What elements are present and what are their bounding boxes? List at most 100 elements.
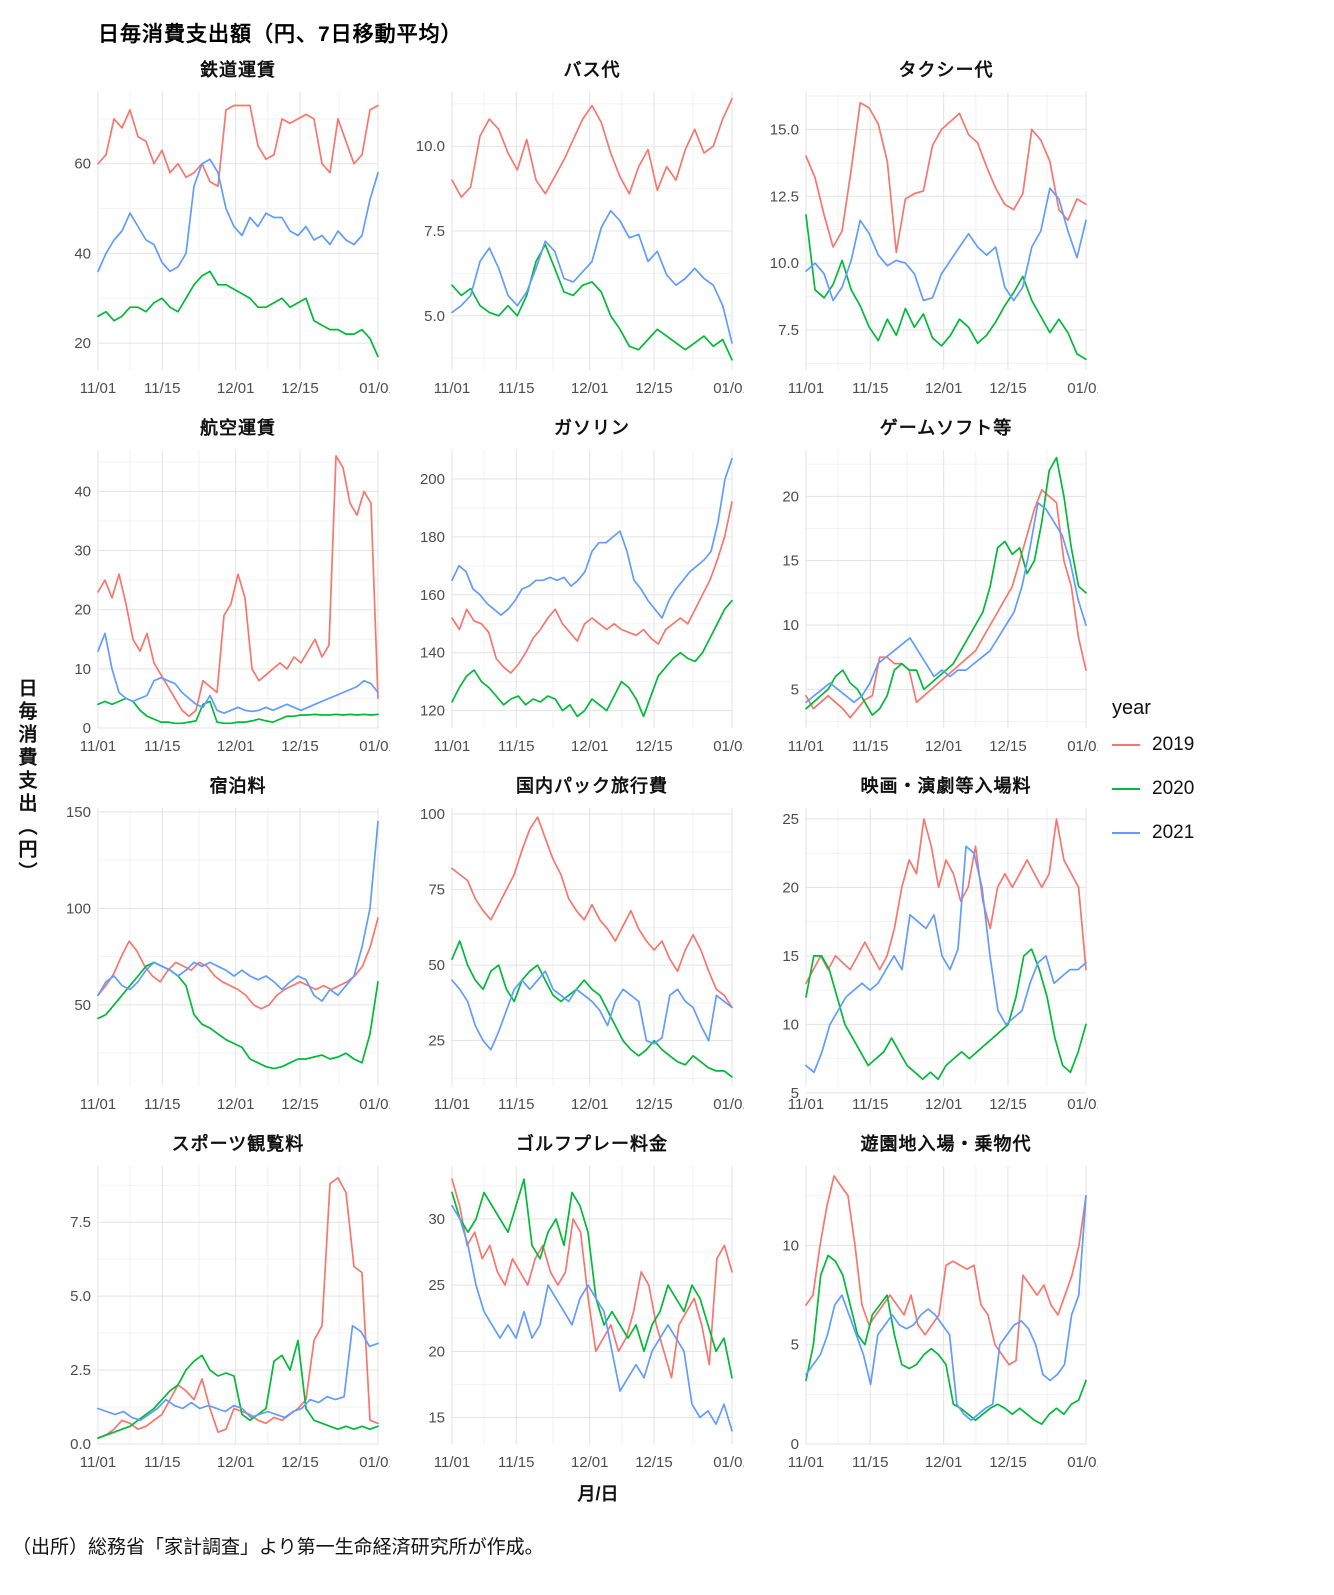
svg-text:5: 5 [791,1085,799,1102]
legend-title: year [1112,696,1151,719]
svg-text:20: 20 [782,879,799,896]
svg-text:01/01: 01/01 [359,738,390,755]
svg-text:15.0: 15.0 [770,121,799,138]
svg-text:11/15: 11/15 [144,1454,180,1471]
svg-text:200: 200 [420,471,445,488]
facet-title: ゴルフプレー料金 [516,1134,668,1154]
svg-text:20: 20 [428,1343,445,1360]
facet-title: 映画・演劇等入場料 [860,776,1032,796]
facet-title: 国内パック旅行費 [516,776,668,796]
svg-text:20: 20 [74,602,91,619]
svg-text:0.0: 0.0 [70,1436,91,1453]
svg-text:5.0: 5.0 [70,1288,91,1305]
svg-text:75: 75 [428,882,445,899]
facet-title: タクシー代 [898,60,994,80]
legend-line-swatch-2021 [1112,831,1140,834]
svg-text:100: 100 [66,900,91,917]
svg-text:2.5: 2.5 [70,1362,91,1379]
svg-text:11/15: 11/15 [498,738,534,755]
facet-plot-sports-spectating: 0.0 2.5 5.0 7.5 11/01 11/15 12/01 12/15 01/01 [70,1166,390,1471]
facet-title: 遊園地入場・乗物代 [860,1134,1032,1154]
svg-text:10: 10 [782,1237,799,1254]
facet-title: 鉄道運賃 [200,60,276,80]
facet-plot-movie-theater-admission: 5 10 15 20 25 11/01 11/15 12/01 12/15 01/01 [782,808,1098,1113]
svg-text:12/15: 12/15 [989,380,1027,397]
svg-text:30: 30 [428,1211,445,1228]
svg-text:12/01: 12/01 [571,1096,609,1113]
facet-gasoline: ガソリン 120 140 160 180 200 11/01 11/15 12/01 12/15… [398,414,744,760]
svg-text:10.0: 10.0 [416,138,445,155]
facet-plot-golf-play-fee: 15 20 25 30 11/01 11/15 12/01 12/15 01/01 [428,1166,744,1471]
svg-text:01/01: 01/01 [359,1454,390,1471]
svg-text:12/01: 12/01 [925,1096,963,1113]
svg-text:12/15: 12/15 [281,1454,319,1471]
facet-plot-gasoline: 120 140 160 180 200 11/01 11/15 12/01 12/15 01/01 [420,450,744,755]
svg-text:15: 15 [782,948,799,965]
facet-rail-fare: 鉄道運賃 20 40 60 11/01 11/15 12/01 12/15 01/01 [44,56,390,402]
legend-entry-2020: 2020 [1112,778,1266,800]
svg-text:01/01: 01/01 [359,380,390,397]
svg-text:01/01: 01/01 [713,1454,744,1471]
svg-text:40: 40 [74,483,91,500]
svg-text:12/01: 12/01 [925,738,963,755]
svg-text:11/01: 11/01 [434,380,470,397]
source-note: （出所）総務省「家計調査」より第一生命経済研究所が作成。 [12,1537,544,1558]
svg-text:0: 0 [791,1436,799,1453]
facet-title: ガソリン [554,418,630,438]
svg-text:01/01: 01/01 [713,1096,744,1113]
svg-text:40: 40 [74,245,91,262]
svg-text:10: 10 [782,1016,799,1033]
svg-text:150: 150 [66,804,91,821]
svg-text:11/01: 11/01 [788,1096,824,1113]
svg-text:12/01: 12/01 [217,380,255,397]
svg-text:01/01: 01/01 [1067,738,1098,755]
svg-text:140: 140 [420,645,445,662]
facet-area: 鉄道運賃 20 40 60 11/01 11/15 12/01 12/15 01/01 バス代… [44,56,1098,1506]
svg-text:7.5: 7.5 [424,223,445,240]
svg-text:25: 25 [428,1277,445,1294]
svg-text:25: 25 [782,811,799,828]
facet-lodging: 宿泊料 50 100 150 11/01 11/15 12/01 12/15 01/01 [44,772,390,1118]
chart-layout: 日毎消費支出（円） 鉄道運賃 20 40 60 11/01 11/15 12/01 12/1… [8,56,1324,1506]
svg-text:11/01: 11/01 [434,738,470,755]
svg-text:11/15: 11/15 [852,1096,888,1113]
facet-plot-rail-fare: 20 40 60 11/01 11/15 12/01 12/15 01/01 [74,92,390,397]
facet-game-software: ゲームソフト等 5 10 15 20 11/01 11/15 12/01 12/15 01/01 [752,414,1098,760]
svg-text:5: 5 [791,681,799,698]
svg-text:160: 160 [420,587,445,604]
svg-text:20: 20 [782,488,799,505]
svg-text:11/15: 11/15 [852,380,888,397]
svg-text:01/01: 01/01 [713,738,744,755]
svg-text:11/15: 11/15 [852,1454,888,1471]
svg-text:7.5: 7.5 [778,322,799,339]
svg-text:12.5: 12.5 [770,188,799,205]
svg-text:12/01: 12/01 [925,1454,963,1471]
facet-movie-theater-admission: 映画・演劇等入場料 5 10 15 20 25 11/01 11/15 12/01 12/15 0… [752,772,1098,1118]
facet-plot-taxi-fare: 7.5 10.0 12.5 15.0 11/01 11/15 12/01 12/15 01/01 [770,92,1098,397]
svg-text:11/01: 11/01 [434,1454,470,1471]
svg-text:120: 120 [420,703,445,720]
legend-line-swatch-2019 [1112,743,1140,746]
x-axis-label: 月/日 [577,1484,619,1504]
svg-text:12/15: 12/15 [635,1096,673,1113]
y-axis-label: 日毎消費支出（円） [15,677,37,885]
svg-text:50: 50 [74,997,91,1014]
svg-text:01/01: 01/01 [359,1096,390,1113]
svg-text:7.5: 7.5 [70,1214,91,1231]
facet-title: 航空運賃 [200,418,276,438]
svg-text:12/01: 12/01 [217,738,255,755]
svg-text:0: 0 [83,720,91,737]
svg-text:01/01: 01/01 [1067,1454,1098,1471]
svg-text:5.0: 5.0 [424,308,445,325]
svg-text:11/01: 11/01 [80,1096,116,1113]
svg-text:01/01: 01/01 [1067,380,1098,397]
svg-text:30: 30 [74,543,91,560]
facet-domestic-package-tour: 国内パック旅行費 25 50 75 100 11/01 11/15 12/01 12/15 01… [398,772,744,1118]
facet-title: ゲームソフト等 [879,418,1013,438]
facet-bus-fare: バス代 5.0 7.5 10.0 11/01 11/15 12/01 12/15 01/01 [398,56,744,402]
svg-text:10.0: 10.0 [770,255,799,272]
facet-plot-bus-fare: 5.0 7.5 10.0 11/01 11/15 12/01 12/15 01/01 [416,92,744,397]
svg-text:12/15: 12/15 [635,380,673,397]
facet-plot-domestic-package-tour: 25 50 75 100 11/01 11/15 12/01 12/15 01/01 [420,806,744,1113]
